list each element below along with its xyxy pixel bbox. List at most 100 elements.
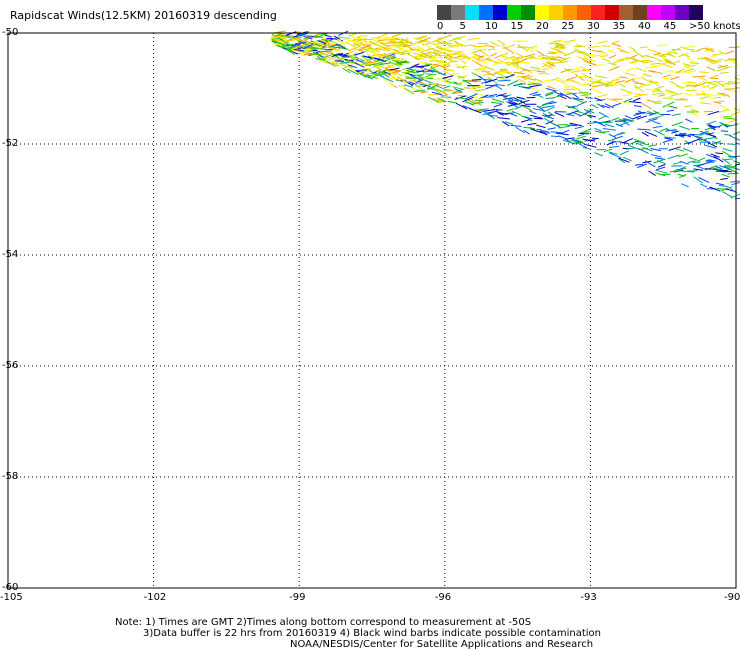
wind-barb — [455, 102, 468, 110]
wind-barb — [384, 36, 395, 40]
wind-barb — [581, 72, 594, 80]
wind-barb — [628, 46, 636, 51]
wind-barb — [406, 67, 414, 71]
wind-barb — [727, 172, 739, 175]
wind-barb — [611, 79, 620, 81]
wind-barb — [308, 46, 317, 50]
wind-barb — [703, 81, 717, 86]
wind-barb — [464, 101, 475, 106]
wind-barb — [643, 128, 651, 131]
wind-barb — [464, 87, 476, 90]
wind-barb — [467, 79, 477, 83]
wind-barb — [545, 87, 557, 92]
legend-label: 0 — [437, 21, 444, 32]
wind-barb — [662, 63, 673, 69]
wind-barb — [413, 89, 426, 93]
wind-barb — [295, 39, 303, 43]
longitude-label: -102 — [143, 592, 167, 603]
wind-barb — [603, 148, 613, 153]
wind-barb — [410, 79, 423, 86]
wind-barb — [367, 47, 376, 50]
latitude-label: -56 — [2, 360, 19, 371]
wind-barb — [497, 84, 505, 87]
wind-barb — [559, 56, 570, 63]
wind-barb — [487, 48, 496, 51]
wind-barb — [587, 45, 600, 49]
wind-barb — [557, 56, 566, 60]
wind-barb — [387, 53, 396, 58]
wind-barb — [602, 128, 616, 131]
legend-color-swatch — [535, 5, 549, 20]
wind-barb — [418, 83, 431, 87]
wind-barb — [436, 62, 446, 66]
wind-barb — [641, 131, 649, 137]
wind-barb — [338, 38, 349, 41]
wind-barb — [653, 100, 662, 103]
wind-barb — [497, 117, 510, 120]
wind-barb — [507, 80, 519, 86]
note-line-2: 3)Data buffer is 22 hrs from 20160319 4)… — [143, 628, 601, 639]
wind-barb — [377, 54, 389, 57]
wind-barb — [597, 93, 609, 98]
wind-barb — [632, 115, 642, 120]
wind-barb — [687, 81, 696, 84]
wind-barb — [400, 77, 408, 82]
wind-barb — [578, 132, 590, 135]
wind-barb — [481, 110, 493, 118]
wind-barb — [613, 131, 624, 137]
wind-barb — [293, 48, 305, 52]
wind-barb — [698, 71, 709, 74]
wind-barb — [704, 168, 717, 170]
wind-barb — [358, 68, 372, 73]
legend-label: 5 — [459, 21, 466, 32]
wind-barb — [429, 60, 439, 62]
wind-barb — [391, 33, 400, 38]
wind-barb — [442, 85, 451, 90]
wind-barb — [704, 48, 714, 52]
wind-barb — [650, 154, 662, 158]
wind-barb — [597, 80, 610, 87]
wind-barb — [373, 57, 387, 63]
wind-barb — [616, 58, 628, 61]
wind-barb — [364, 61, 377, 65]
wind-barb — [392, 49, 402, 54]
wind-barb — [345, 53, 355, 61]
wind-barb — [378, 70, 390, 78]
wind-barb — [438, 61, 448, 64]
wind-barb — [715, 182, 725, 186]
wind-barb — [415, 54, 426, 61]
wind-barb — [368, 50, 379, 58]
wind-barb — [333, 58, 342, 61]
wind-barb — [477, 55, 485, 60]
wind-barb — [713, 101, 722, 105]
wind-barb — [608, 66, 620, 72]
wind-barb — [703, 110, 714, 113]
wind-barb — [675, 133, 685, 138]
wind-barb — [717, 65, 729, 69]
wind-barb — [581, 50, 590, 56]
wind-barb — [629, 141, 637, 145]
wind-barb — [553, 91, 563, 96]
legend-color-swatch — [633, 5, 647, 20]
wind-barb — [634, 76, 645, 80]
wind-barb — [683, 70, 696, 74]
wind-barb — [441, 79, 452, 85]
latitude-label: -60 — [2, 582, 19, 593]
wind-barb — [452, 88, 464, 94]
wind-barb — [606, 80, 619, 85]
wind-barb — [368, 41, 377, 46]
wind-barb — [661, 53, 669, 56]
wind-barb — [331, 60, 340, 67]
wind-barb — [702, 92, 714, 96]
wind-barb — [668, 54, 676, 58]
wind-barb — [549, 47, 562, 53]
wind-barb — [717, 67, 726, 72]
wind-barb — [709, 74, 719, 79]
wind-barb — [548, 101, 557, 105]
wind-barb — [511, 110, 521, 116]
legend-label: 15 — [510, 21, 524, 32]
wind-barb — [684, 140, 691, 145]
wind-barb — [351, 38, 361, 42]
wind-barb — [734, 74, 740, 77]
wind-barb — [727, 143, 736, 145]
